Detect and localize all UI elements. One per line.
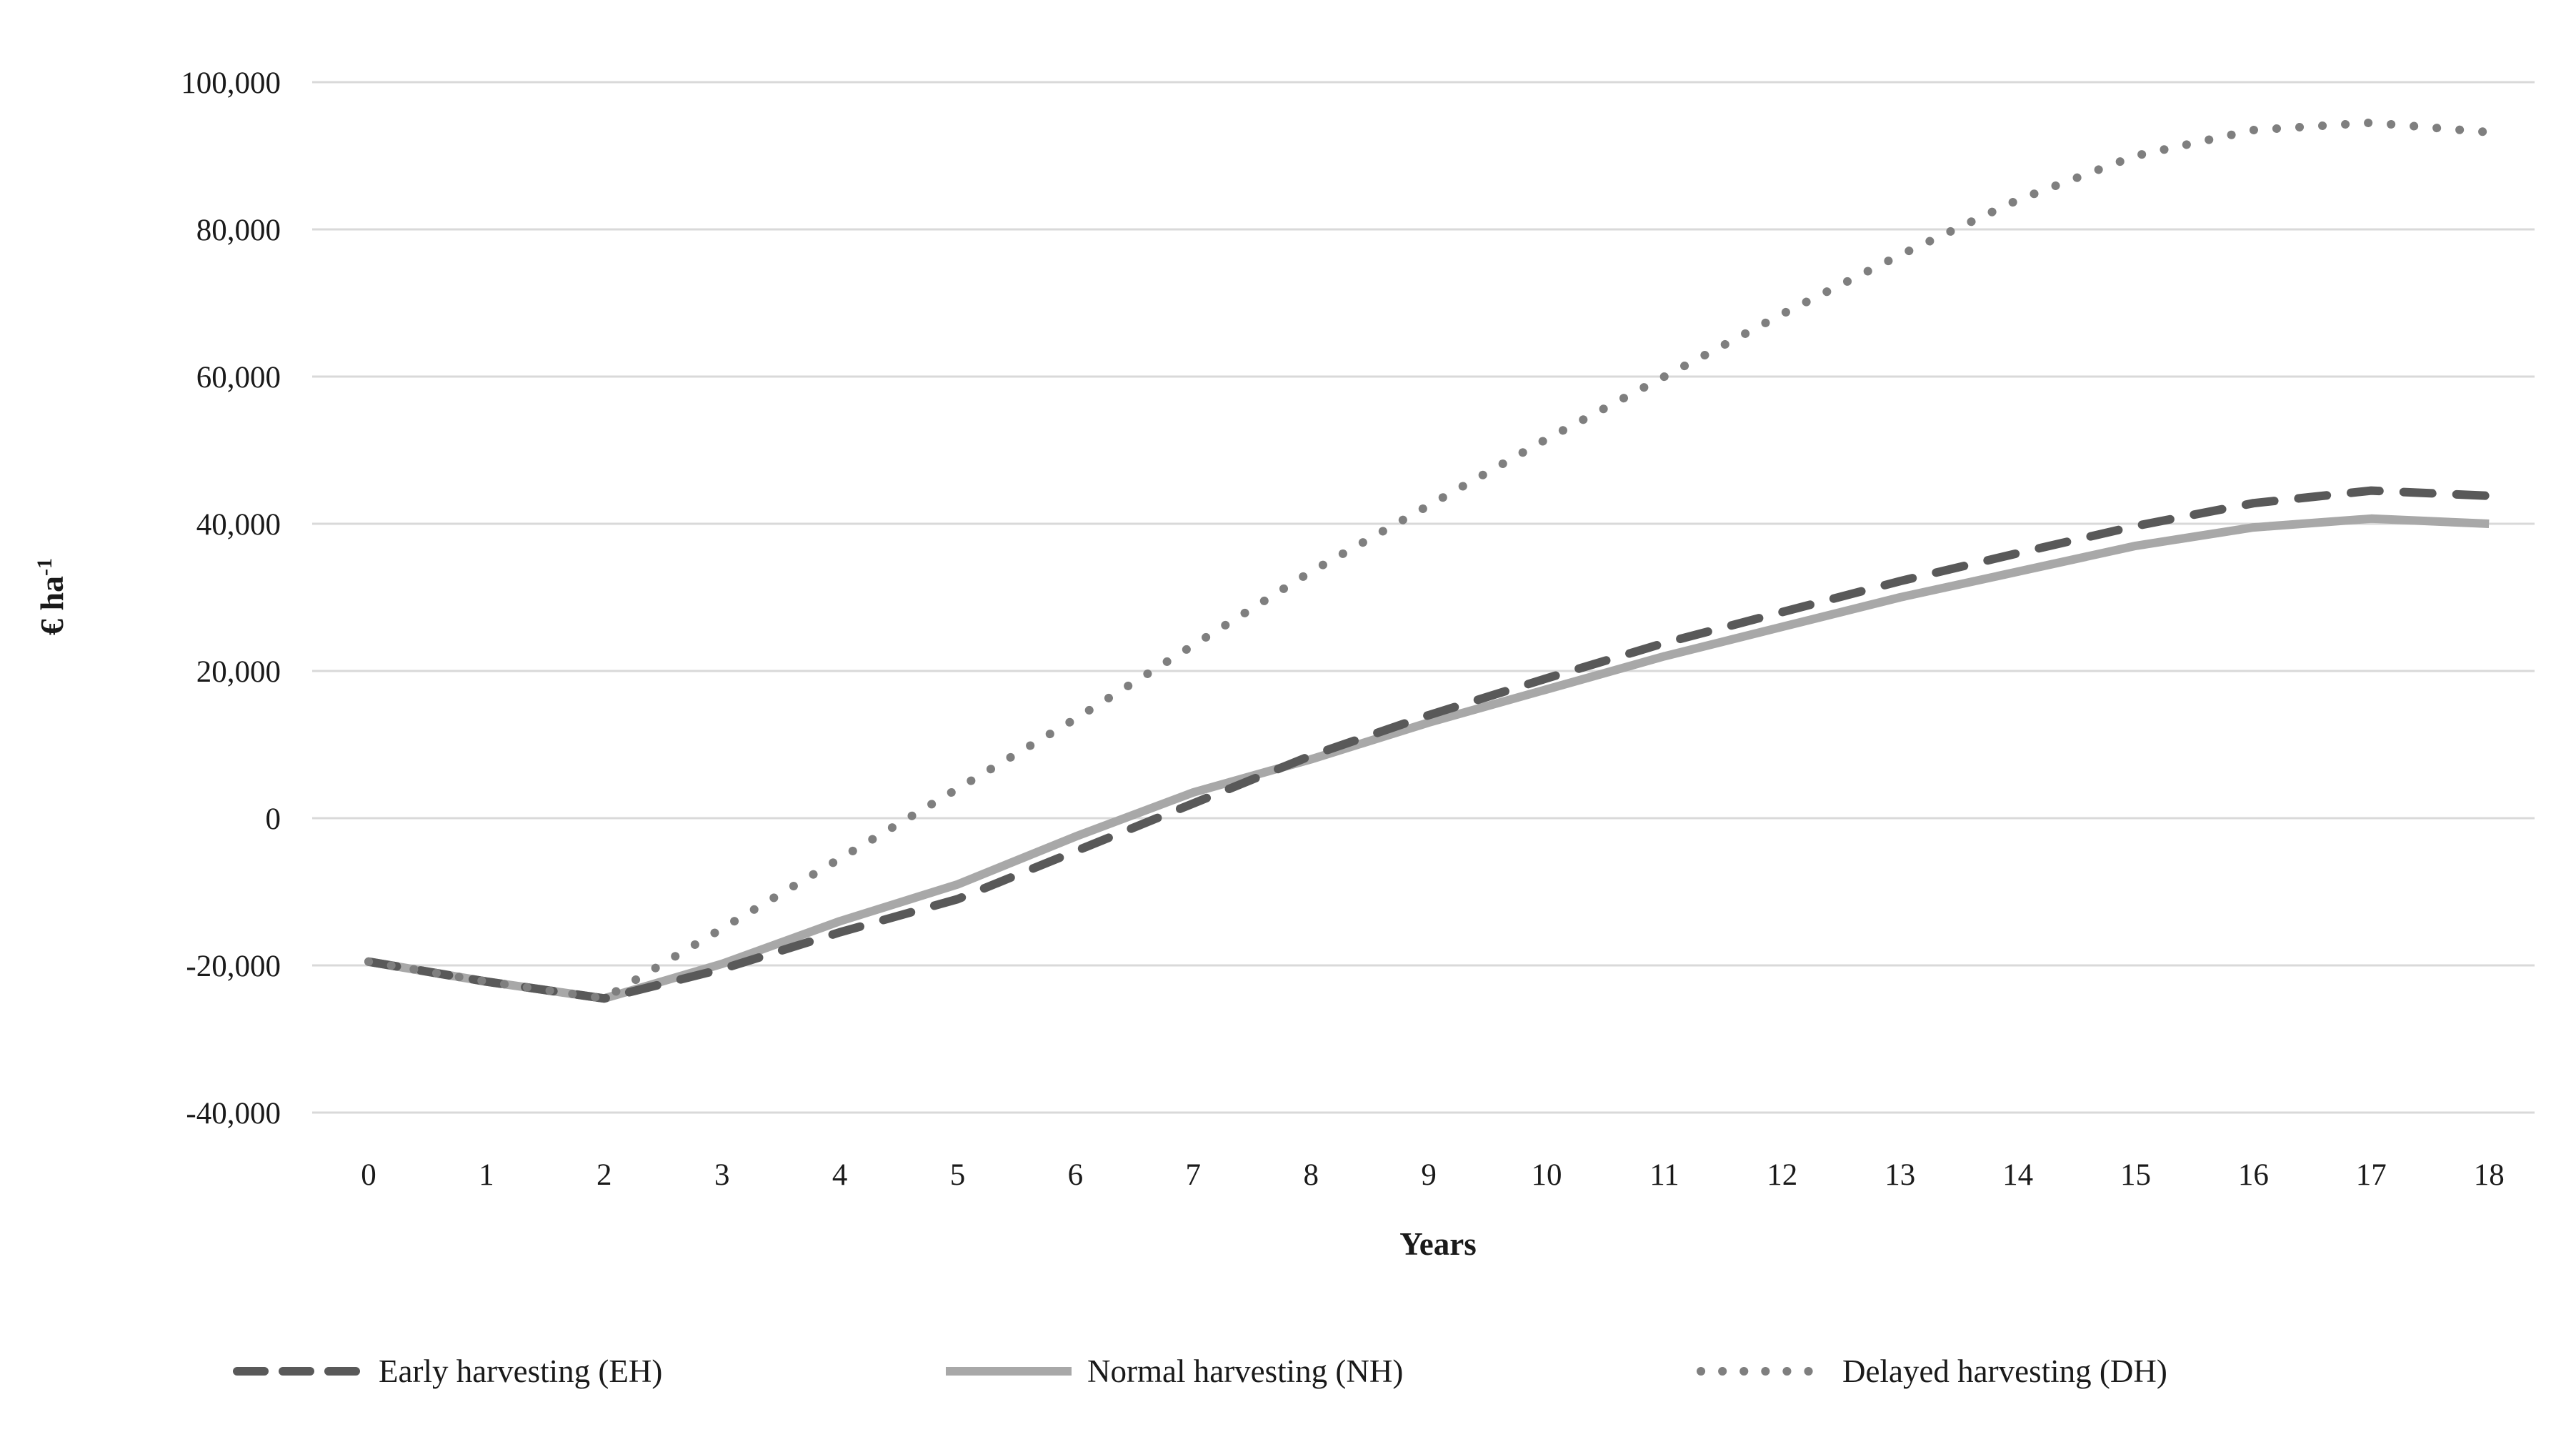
x-tick-label: 5: [950, 1158, 966, 1192]
x-tick-label: 2: [596, 1158, 612, 1192]
x-tick-label: 0: [361, 1158, 376, 1192]
x-tick-label: 3: [714, 1158, 730, 1192]
y-axis-title: € ha-1: [33, 558, 70, 635]
legend-item-dh: Delayed harvesting (DH): [1697, 1353, 2167, 1389]
legend-label: Delayed harvesting (DH): [1842, 1353, 2167, 1389]
x-tick-label: 12: [1767, 1158, 1797, 1192]
y-tick-label: 0: [266, 802, 281, 836]
x-tick-label: 18: [2474, 1158, 2505, 1192]
x-tick-label: 10: [1532, 1158, 1562, 1192]
x-tick-label: 16: [2238, 1158, 2269, 1192]
x-tick-label: 9: [1421, 1158, 1437, 1192]
legend-item-nh: Normal harvesting (NH): [946, 1353, 1403, 1389]
y-tick-label: 60,000: [196, 361, 281, 394]
x-tick-label: 7: [1186, 1158, 1202, 1192]
y-tick-label: 20,000: [196, 655, 281, 689]
x-tick-label: 17: [2356, 1158, 2387, 1192]
y-tick-label: 80,000: [196, 214, 281, 247]
x-tick-label: 1: [479, 1158, 494, 1192]
x-axis-title: Years: [1399, 1226, 1476, 1262]
y-tick-label: -20,000: [186, 950, 281, 983]
x-tick-label: 13: [1884, 1158, 1915, 1192]
x-tick-label: 4: [832, 1158, 848, 1192]
y-tick-label: 40,000: [196, 508, 281, 542]
x-tick-label: 14: [2002, 1158, 2033, 1192]
legend-label: Normal harvesting (NH): [1087, 1353, 1403, 1389]
legend-label: Early harvesting (EH): [379, 1353, 662, 1389]
x-tick-label: 11: [1649, 1158, 1679, 1192]
x-tick-label: 6: [1068, 1158, 1084, 1192]
x-tick-label: 15: [2120, 1158, 2151, 1192]
y-tick-label: 100,000: [181, 66, 281, 100]
series-line-early-harvesting-eh: [364, 486, 2494, 1003]
x-tick-label: 8: [1303, 1158, 1319, 1192]
legend-item-eh: Early harvesting (EH): [233, 1353, 662, 1389]
y-tick-label: -40,000: [186, 1097, 281, 1130]
series-line-normal-harvesting-nh: [367, 514, 2490, 1003]
